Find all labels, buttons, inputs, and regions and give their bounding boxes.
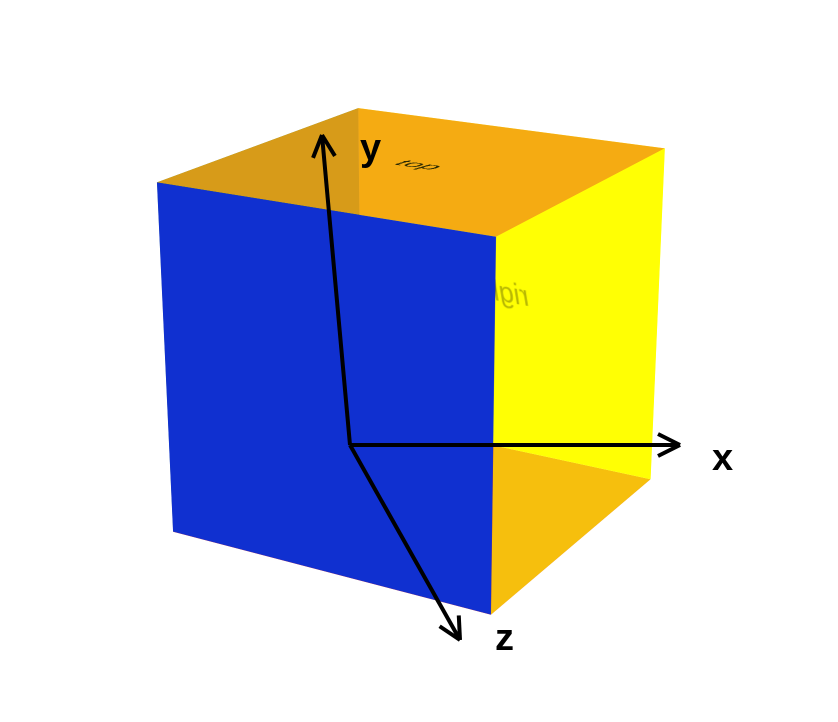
cube-face-front [157, 182, 496, 614]
face-label-top: top [390, 158, 449, 172]
svg-text:z: z [495, 617, 514, 659]
svg-text:x: x [712, 437, 733, 479]
diagram-canvas: right left top bottom xyz [0, 0, 838, 722]
